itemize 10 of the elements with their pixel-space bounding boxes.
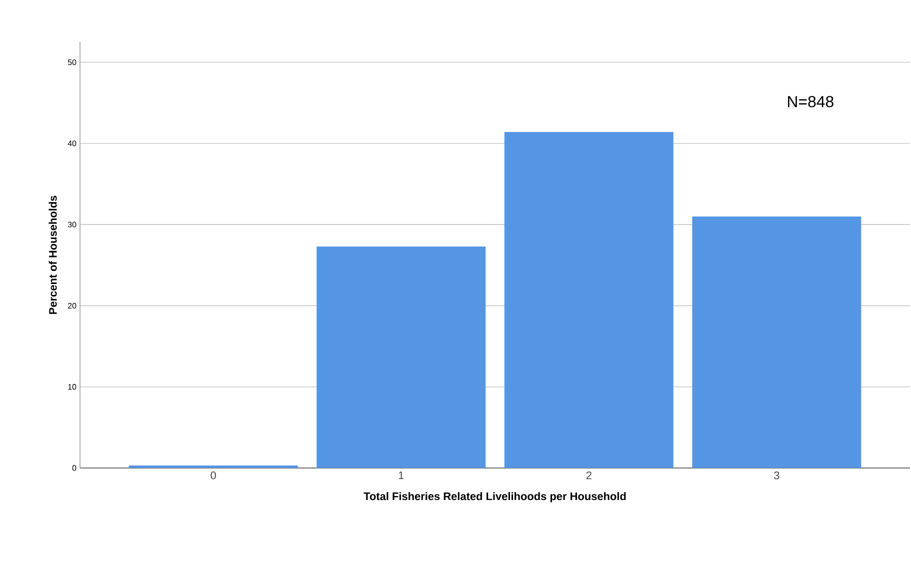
bar [692, 216, 862, 468]
y-axis-title: Percent of Households [48, 196, 57, 314]
x-tick-label: 1 [398, 472, 404, 480]
x-tick-label: 0 [210, 472, 216, 480]
x-tick-label: 2 [586, 472, 592, 480]
x-tick-label: 3 [774, 472, 780, 480]
bar [504, 132, 674, 468]
x-axis-title: Total Fisheries Related Livelihoods per Household [364, 492, 626, 502]
annotation: N=848 [788, 96, 834, 108]
bar [316, 246, 486, 468]
